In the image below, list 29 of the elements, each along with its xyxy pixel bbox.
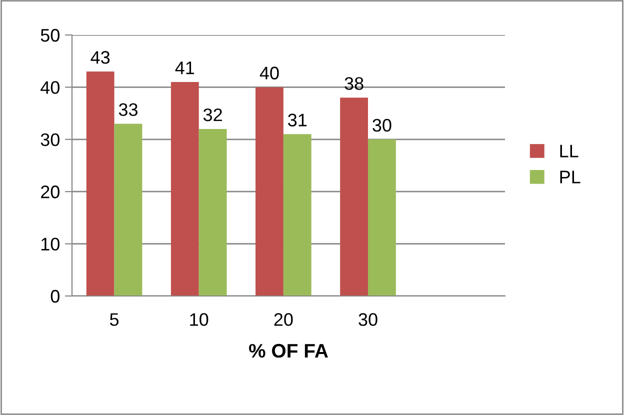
data-label: 31 — [288, 114, 307, 126]
bar — [340, 98, 368, 296]
data-label: 30 — [372, 118, 392, 132]
legend-label: PL — [560, 170, 580, 184]
bar — [283, 134, 312, 296]
bar — [114, 124, 142, 296]
y-tick-label: 40 — [40, 81, 60, 94]
y-tick-label: 20 — [41, 186, 60, 198]
data-label: 40 — [260, 66, 279, 80]
x-tick-label: 5 — [110, 313, 119, 326]
y-tick-label: 10 — [41, 238, 60, 251]
data-label: 32 — [203, 108, 222, 122]
x-tick-label: 30 — [358, 313, 378, 326]
data-label: 38 — [344, 77, 364, 90]
bar — [170, 82, 199, 296]
bar — [86, 72, 114, 296]
data-label: 33 — [118, 103, 138, 116]
data-label: 43 — [90, 51, 110, 64]
y-tick-label: 50 — [40, 28, 60, 42]
x-tick-label: 20 — [274, 313, 293, 326]
y-tick-label: 30 — [40, 133, 60, 146]
legend-label: LL — [560, 144, 578, 158]
bar — [368, 139, 396, 296]
bar — [198, 128, 227, 296]
y-tick-label: 0 — [50, 290, 60, 303]
x-tick-label: 10 — [190, 313, 208, 326]
data-label: 41 — [175, 62, 194, 74]
bar — [256, 87, 284, 296]
x-axis-title: % OF FA — [249, 344, 328, 358]
